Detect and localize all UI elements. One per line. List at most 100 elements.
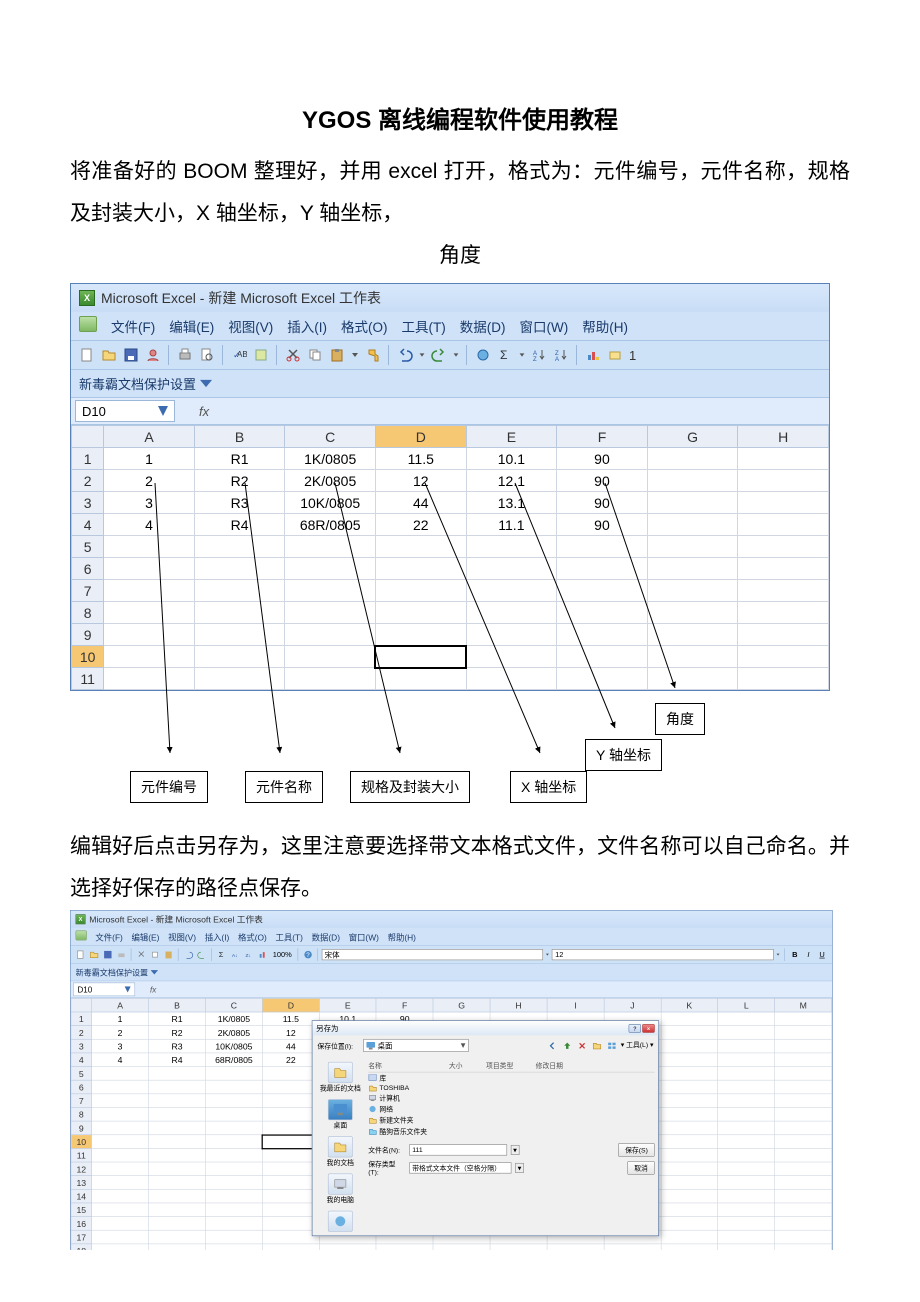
views-icon[interactable] [606, 1039, 618, 1051]
row2-header-6[interactable]: 6 [71, 1080, 92, 1094]
cell-F9[interactable] [557, 624, 648, 646]
cell2-K8[interactable] [661, 1107, 718, 1121]
cell2-D15[interactable] [262, 1203, 319, 1217]
cell-F6[interactable] [557, 558, 648, 580]
cell-H6[interactable] [738, 558, 829, 580]
menu-file[interactable]: 文件(F) [111, 316, 155, 336]
cell2-L2[interactable] [718, 1026, 775, 1040]
file-item[interactable]: TOSHIBA [368, 1084, 654, 1093]
cell2-M18[interactable] [775, 1244, 832, 1250]
new-icon-2[interactable] [74, 948, 86, 960]
menu-file-2[interactable]: 文件(F) [95, 930, 122, 942]
sort-asc-icon-2[interactable]: A↓ [229, 948, 241, 960]
menu-tools[interactable]: 工具(T) [402, 316, 446, 336]
cell2-K10[interactable] [661, 1135, 718, 1149]
sort-asc-icon[interactable]: AZ [529, 345, 549, 365]
cell2-B8[interactable] [149, 1107, 206, 1121]
cell2-B13[interactable] [149, 1176, 206, 1190]
cell-D11[interactable] [375, 668, 466, 690]
research-icon[interactable] [251, 345, 271, 365]
cell-B10[interactable] [194, 646, 285, 668]
menu-window-2[interactable]: 窗口(W) [349, 930, 379, 942]
cell2-M16[interactable] [775, 1217, 832, 1231]
cell2-M9[interactable] [775, 1121, 832, 1135]
cell2-M6[interactable] [775, 1080, 832, 1094]
cell2-L16[interactable] [718, 1217, 775, 1231]
cell2-C2[interactable]: 2K/0805 [205, 1026, 262, 1040]
print-icon-2[interactable] [115, 948, 127, 960]
cell2-M13[interactable] [775, 1176, 832, 1190]
cell2-A3[interactable]: 3 [92, 1039, 149, 1053]
cell-H4[interactable] [738, 514, 829, 536]
cell-C8[interactable] [285, 602, 376, 624]
cell-B3[interactable]: R3 [194, 492, 285, 514]
cell-G6[interactable] [647, 558, 738, 580]
italic-icon[interactable]: I [802, 948, 814, 960]
cell2-B1[interactable]: R1 [149, 1012, 206, 1026]
cell2-D17[interactable] [262, 1230, 319, 1244]
fx-label-2[interactable]: fx [150, 985, 156, 994]
row2-header-12[interactable]: 12 [71, 1162, 92, 1176]
new-icon[interactable] [77, 345, 97, 365]
redo-dropdown-icon[interactable] [451, 345, 461, 365]
filetype-dropdown-icon[interactable]: ▾ [515, 1163, 524, 1173]
cell-E4[interactable]: 11.1 [466, 514, 557, 536]
cell-A11[interactable] [104, 668, 195, 690]
cell2-C1[interactable]: 1K/0805 [205, 1012, 262, 1026]
preview-icon[interactable] [197, 345, 217, 365]
cell2-B18[interactable] [149, 1244, 206, 1250]
cell-F2[interactable]: 90 [557, 470, 648, 492]
row-header-5[interactable]: 5 [72, 536, 104, 558]
undo-icon-2[interactable] [182, 948, 194, 960]
row-header-9[interactable]: 9 [72, 624, 104, 646]
col-header-A[interactable]: A [104, 426, 195, 448]
row-header-6[interactable]: 6 [72, 558, 104, 580]
filetype-input[interactable] [409, 1162, 511, 1173]
cell-E9[interactable] [466, 624, 557, 646]
cell2-K4[interactable] [661, 1053, 718, 1067]
tools-dropdown[interactable]: ▾ 工具(L) ▾ [621, 1039, 654, 1051]
row-header-2[interactable]: 2 [72, 470, 104, 492]
row2-header-8[interactable]: 8 [71, 1107, 92, 1121]
cell2-B15[interactable] [149, 1203, 206, 1217]
cell2-M7[interactable] [775, 1094, 832, 1108]
col-header-C[interactable]: C [285, 426, 376, 448]
namebox-dd-2[interactable] [125, 986, 131, 992]
cell2-A2[interactable]: 2 [92, 1026, 149, 1040]
cell2-D13[interactable] [262, 1176, 319, 1190]
cell2-L18[interactable] [718, 1244, 775, 1250]
cell2-I18[interactable] [547, 1244, 604, 1250]
cell2-A9[interactable] [92, 1121, 149, 1135]
col2-header-G[interactable]: G [433, 998, 490, 1012]
row2-header-7[interactable]: 7 [71, 1094, 92, 1108]
cell2-L3[interactable] [718, 1039, 775, 1053]
cell2-K5[interactable] [661, 1067, 718, 1081]
cell-D4[interactable]: 22 [375, 514, 466, 536]
protect-dropdown-icon[interactable] [200, 378, 212, 390]
cell2-A13[interactable] [92, 1176, 149, 1190]
cell-C7[interactable] [285, 580, 376, 602]
row2-header-13[interactable]: 13 [71, 1176, 92, 1190]
cell-C9[interactable] [285, 624, 376, 646]
cell2-C11[interactable] [205, 1148, 262, 1162]
autosum-dropdown-icon[interactable] [517, 345, 527, 365]
row2-header-11[interactable]: 11 [71, 1148, 92, 1162]
cell-D10[interactable] [375, 646, 466, 668]
cell2-A16[interactable] [92, 1217, 149, 1231]
menu-help[interactable]: 帮助(H) [582, 316, 628, 336]
cell-C11[interactable] [285, 668, 376, 690]
app-icon-2[interactable] [76, 930, 87, 940]
cell-D5[interactable] [375, 536, 466, 558]
cell2-B4[interactable]: R4 [149, 1053, 206, 1067]
row2-header-5[interactable]: 5 [71, 1067, 92, 1081]
cell-F5[interactable] [557, 536, 648, 558]
menu-help-2[interactable]: 帮助(H) [388, 930, 416, 942]
cell-B6[interactable] [194, 558, 285, 580]
cell-H3[interactable] [738, 492, 829, 514]
col2-header-H[interactable]: H [490, 998, 547, 1012]
cell-F3[interactable]: 90 [557, 492, 648, 514]
col2-header-E[interactable]: E [319, 998, 376, 1012]
copy-icon-2[interactable] [149, 948, 161, 960]
cell-C3[interactable]: 10K/0805 [285, 492, 376, 514]
menu-data-2[interactable]: 数据(D) [312, 930, 340, 942]
